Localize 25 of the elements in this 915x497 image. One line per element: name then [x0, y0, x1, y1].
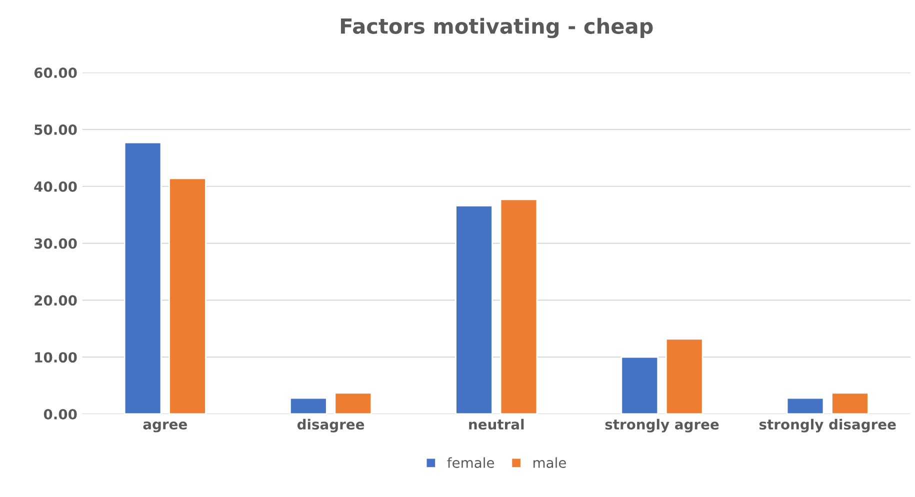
legend-label: male [534, 457, 566, 468]
bar [831, 392, 869, 414]
y-tick-label: 20.00 [34, 295, 77, 306]
bar [500, 198, 538, 414]
x-tick-label: neutral [469, 418, 524, 430]
bar [290, 397, 328, 414]
bar [168, 178, 206, 414]
y-tick-label: 0.00 [44, 408, 77, 420]
bar [334, 392, 372, 414]
y-tick-label: 10.00 [35, 352, 77, 363]
y-tick-label: 60.00 [34, 68, 77, 78]
y-tick-label: 40.00 [34, 181, 77, 192]
y-tick-label: 50.00 [34, 124, 77, 135]
bar [455, 205, 493, 414]
bar [786, 397, 824, 414]
bar [620, 356, 659, 414]
x-tick-label: strongly agree [605, 418, 719, 432]
x-tick-label: strongly disagree [759, 418, 896, 432]
bar [665, 338, 704, 414]
x-tick-label: agree [143, 422, 187, 432]
x-tick-label: disagree [297, 418, 364, 432]
bar [124, 142, 162, 414]
y-tick-label: 30.00 [34, 238, 77, 249]
chart-title: Factors motivating - cheap [340, 18, 653, 38]
legend-label: female [447, 457, 494, 468]
